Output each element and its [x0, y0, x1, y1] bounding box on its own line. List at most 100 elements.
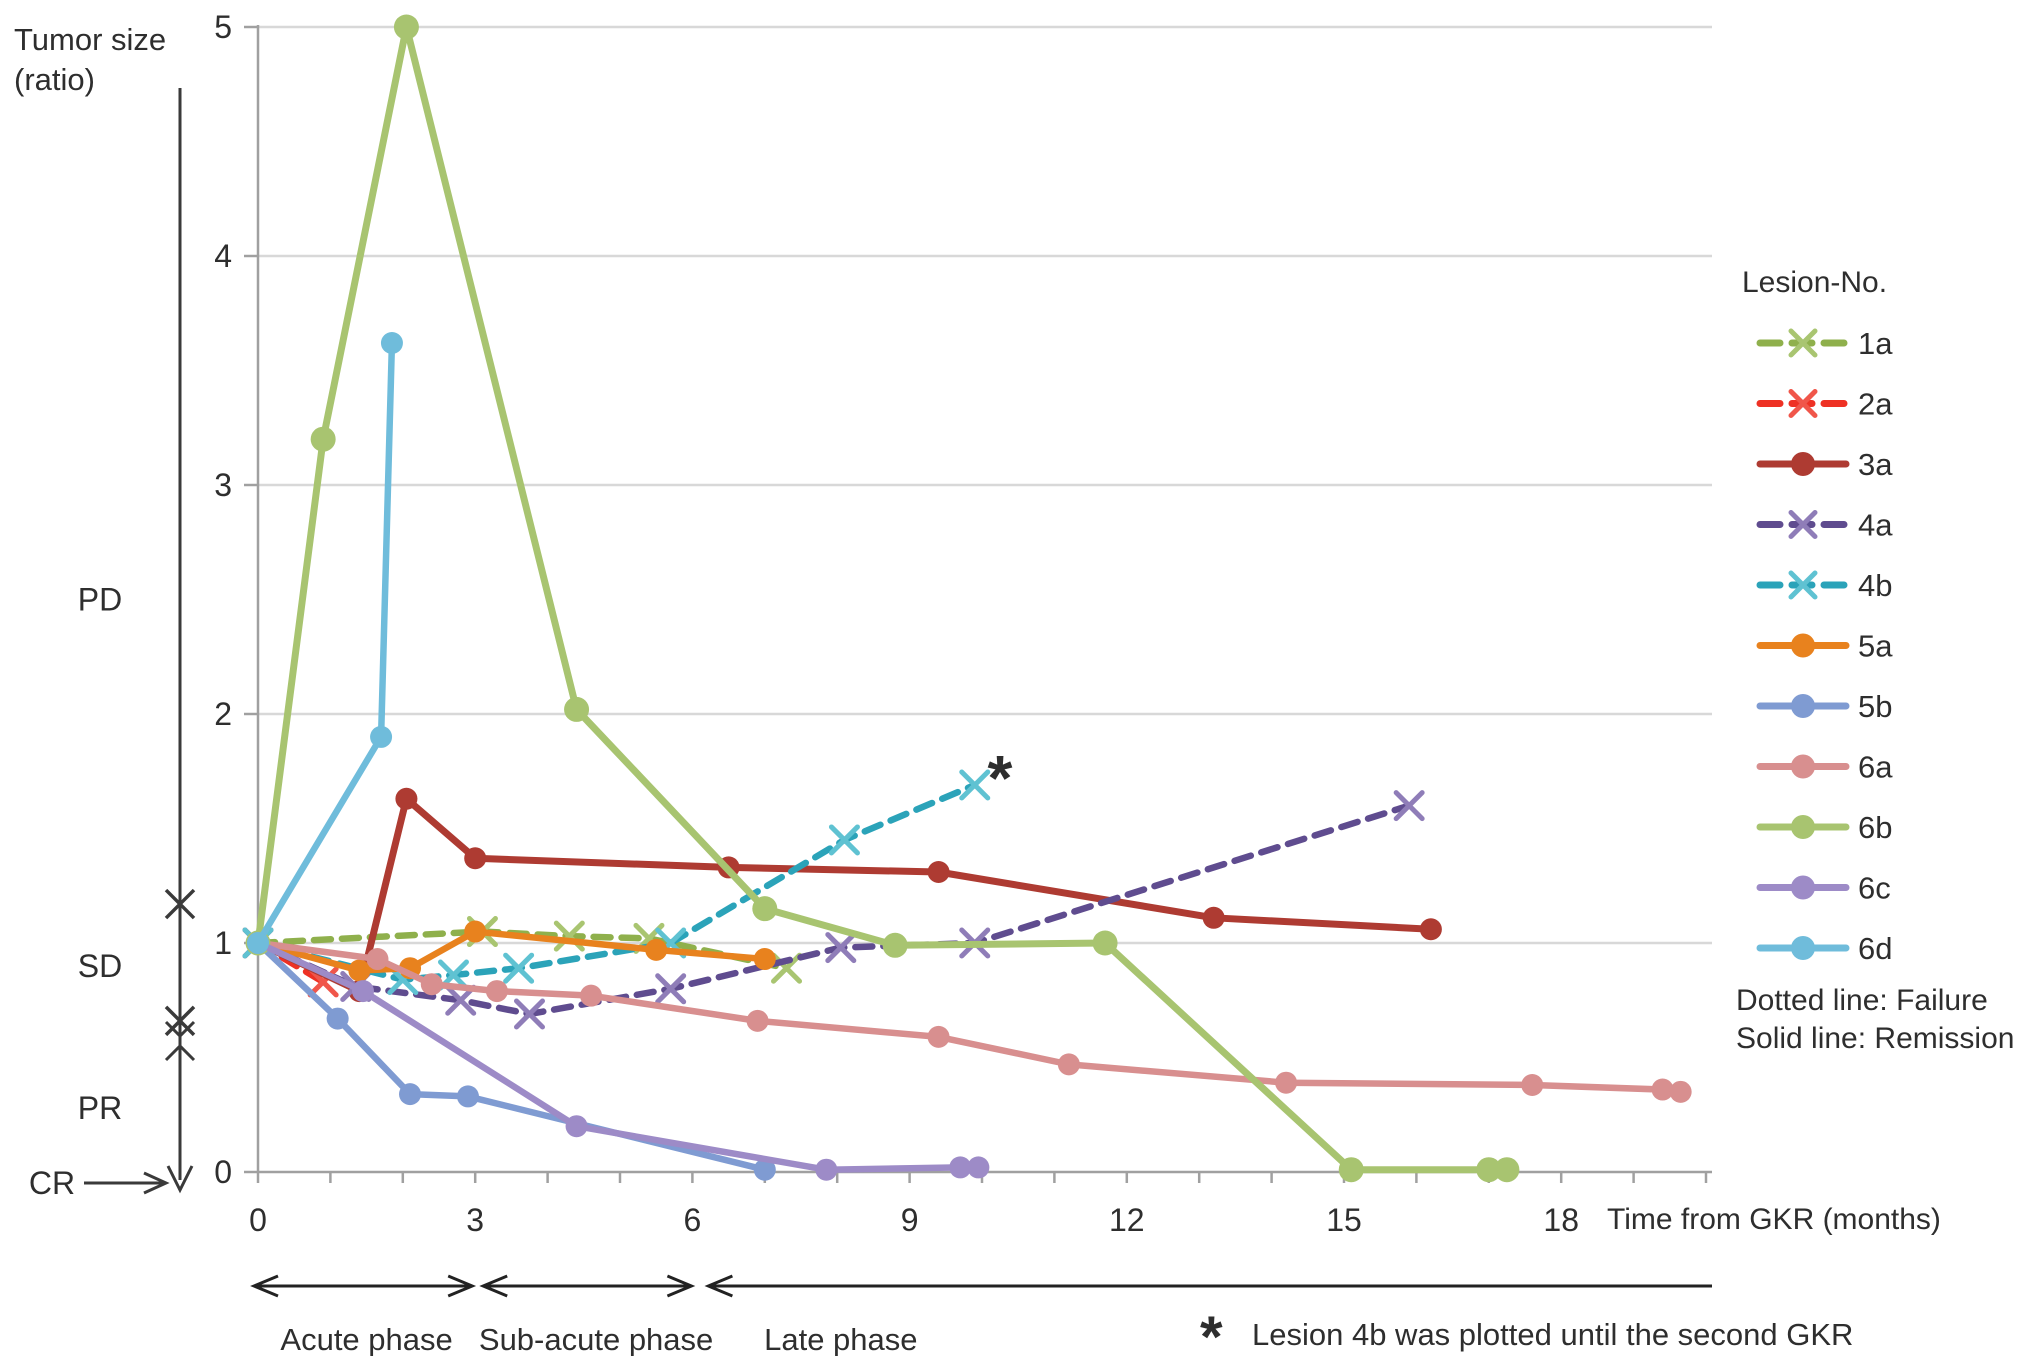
data-point-6d	[380, 332, 403, 355]
data-point-6a	[485, 980, 508, 1003]
zone-label-pd: PD	[78, 582, 122, 618]
data-point-3a	[927, 861, 950, 884]
x-tick-label: 0	[249, 1202, 267, 1238]
zone-label-cr: CR	[29, 1165, 75, 1201]
legend-marker-3a	[1791, 452, 1815, 476]
y-tick-label: 0	[214, 1154, 232, 1190]
zone-label-sd: SD	[78, 948, 122, 984]
legend-note-dotted: Dotted line: Failure	[1736, 984, 1988, 1017]
data-point-6a	[366, 948, 389, 971]
legend-item-5a: 5a	[1756, 629, 1893, 664]
data-point-6b	[1338, 1157, 1364, 1183]
legend-marker-5a	[1791, 633, 1815, 658]
data-point-4b	[959, 769, 991, 801]
data-point-4a	[825, 932, 857, 964]
data-point-6a	[1275, 1071, 1298, 1094]
data-point-5a	[645, 938, 668, 961]
legend-label-2a: 2a	[1858, 387, 1893, 422]
data-point-3a	[464, 847, 487, 870]
y-axis-title-line2: (ratio)	[14, 62, 95, 97]
arrow-left-icon	[704, 1274, 733, 1298]
legend-item-6c: 6c	[1756, 871, 1891, 906]
data-point-6d	[370, 725, 393, 748]
arrow-right-icon	[447, 1274, 477, 1298]
legend-marker-6b	[1791, 815, 1815, 839]
data-point-5b	[399, 1083, 422, 1106]
legend-marker-2a	[1788, 389, 1818, 418]
data-point-5a	[464, 920, 487, 943]
data-point-4b	[828, 824, 860, 856]
legend-marker-1a	[1788, 328, 1818, 358]
arrow-left-icon	[250, 1274, 279, 1298]
data-point-6a	[1651, 1078, 1674, 1101]
legend-label-6d: 6d	[1858, 931, 1892, 966]
x-tick-label: 12	[1109, 1202, 1145, 1238]
zone-label-pr: PR	[78, 1090, 122, 1126]
legend-label-6c: 6c	[1858, 871, 1891, 906]
legend-marker-4b	[1788, 570, 1818, 600]
data-point-6a	[1669, 1080, 1692, 1103]
phase-annotations: Acute phase Sub-acute phase Late phase	[250, 1274, 1712, 1356]
data-point-6a	[746, 1009, 769, 1032]
data-point-6b	[1092, 930, 1118, 956]
data-point-4a	[655, 973, 687, 1005]
legend-note-solid: Solid line: Remission	[1736, 1022, 2014, 1055]
legend-label-5b: 5b	[1858, 689, 1892, 724]
series-line-3a	[254, 795, 1435, 995]
legend-item-4b: 4b	[1756, 568, 1892, 603]
legend-item-6a: 6a	[1756, 750, 1893, 785]
data-point-6a	[420, 973, 443, 996]
legend-label-4a: 4a	[1858, 508, 1893, 543]
x-tick-label: 3	[466, 1202, 484, 1238]
data-point-6a	[580, 984, 603, 1007]
series-line-6a	[254, 939, 1684, 1096]
legend-item-1a: 1a	[1756, 326, 1893, 361]
series-layer	[242, 14, 1692, 1183]
x-tick-label: 18	[1543, 1202, 1579, 1238]
series-6a	[247, 932, 1692, 1103]
data-point-3a	[1419, 918, 1442, 941]
y-tick-label: 4	[214, 238, 232, 274]
arrow-right-icon	[143, 1171, 170, 1195]
legend-item-4a: 4a	[1756, 508, 1893, 543]
data-point-6b	[1476, 1157, 1502, 1183]
grid-layer	[258, 25, 1712, 945]
data-point-6a	[927, 1025, 950, 1048]
phase-label: Late phase	[764, 1322, 917, 1356]
legend-label-6a: 6a	[1858, 750, 1893, 785]
data-point-6c	[949, 1156, 972, 1179]
x-tick-label: 6	[684, 1202, 702, 1238]
arrow-right-icon	[666, 1274, 696, 1298]
data-point-6a	[1521, 1073, 1544, 1096]
legend-label-1a: 1a	[1858, 326, 1893, 361]
data-point-4b	[503, 952, 535, 984]
legend-item-5b: 5b	[1756, 689, 1892, 724]
data-point-6c	[815, 1158, 838, 1181]
phase-label: Sub-acute phase	[479, 1322, 713, 1356]
phase-label: Acute phase	[280, 1322, 452, 1356]
legend-marker-6d	[1791, 936, 1815, 960]
series-3a	[247, 787, 1442, 1003]
data-point-5a	[348, 959, 371, 982]
chevron-down-icon	[164, 1020, 196, 1039]
chevron-up-icon	[164, 1043, 196, 1062]
series-6b	[245, 14, 1520, 1183]
data-point-4a	[445, 984, 477, 1016]
series-line-6b	[254, 23, 1511, 1174]
legend-label-6b: 6b	[1858, 810, 1892, 845]
legend-marker-5b	[1791, 694, 1815, 718]
x-tick-label: 15	[1326, 1202, 1362, 1238]
legend-marker-4a	[1788, 510, 1818, 539]
y-tick-label: 5	[214, 9, 232, 45]
legend-label-5a: 5a	[1858, 629, 1893, 664]
legend-item-6d: 6d	[1756, 931, 1892, 966]
data-point-6b	[752, 896, 778, 922]
y-tick-label: 3	[214, 467, 232, 503]
legend-title: Lesion-No.	[1742, 266, 1887, 299]
data-point-4a	[514, 998, 545, 1030]
zone-boundary-x-mark	[164, 1005, 196, 1037]
x-tick-label: 9	[901, 1202, 919, 1238]
legend-marker-6a	[1791, 754, 1815, 779]
data-point-3a	[395, 787, 418, 810]
series-line-4b	[254, 781, 979, 983]
